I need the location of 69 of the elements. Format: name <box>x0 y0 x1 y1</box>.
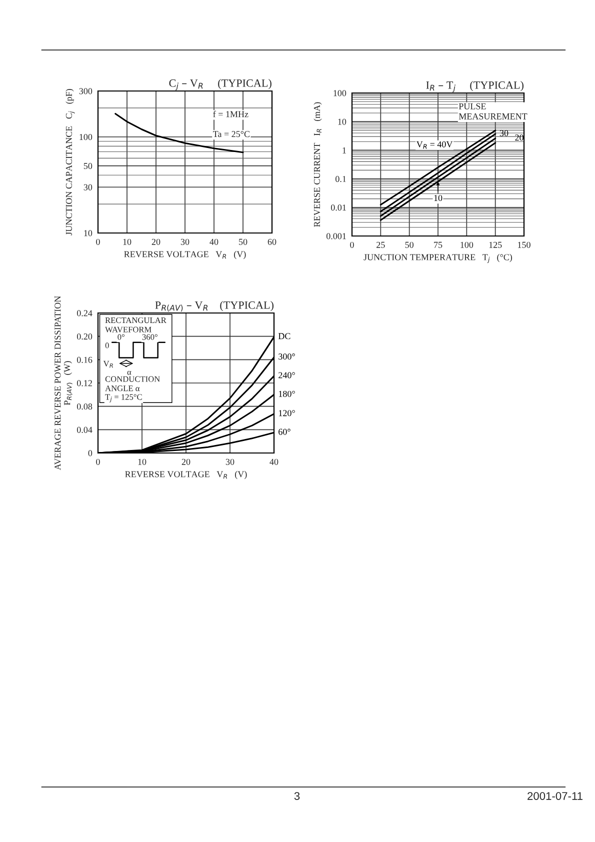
annotation: 0° <box>118 334 124 340</box>
series-label: V$_{R}$ = 40V <box>416 141 453 149</box>
x-tick-label: 100 <box>460 242 474 248</box>
annotation: Ta = 25°C <box>213 131 250 138</box>
annotation: 0 <box>105 342 109 348</box>
series-label: DC <box>278 333 290 340</box>
series-label: 300° <box>278 354 295 360</box>
annotation: 360° <box>142 334 158 340</box>
text: REVERSE CURRENT I$_{R}$ (mA) <box>314 102 322 227</box>
text: 2001-07-11 <box>528 792 582 800</box>
annotation: PULSE MEASUREMENT <box>458 103 528 120</box>
x-tick-label: 50 <box>405 242 414 248</box>
x-tick-label: 40 <box>270 458 278 465</box>
text: REVERSE VOLTAGE V$_{R}$ (V) <box>124 250 246 260</box>
x-tick-label: 125 <box>489 242 502 248</box>
y-tick-label: 0.1 <box>336 176 346 182</box>
text: REVERSE VOLTAGE V$_{R}$ (V) <box>125 470 247 480</box>
x-tick-label: 0 <box>96 458 100 465</box>
annotation: CONDUCTION ANGLE α <box>105 376 160 392</box>
annotation: α <box>127 370 132 375</box>
y-tick-label: 30 <box>84 184 92 190</box>
legend-label: 10 <box>434 194 442 202</box>
x-tick-label: 20 <box>182 458 190 465</box>
chart-title: P$_{R(AV)}$ – V$_{R}$ (TYPICAL) <box>155 301 274 312</box>
x-tick-label: 25 <box>376 242 385 248</box>
y-tick-label: 0.20 <box>76 333 92 340</box>
y-tick-label: 100 <box>80 134 92 140</box>
y-tick-label: 10 <box>338 118 346 125</box>
y-tick-label: 1 <box>342 147 346 154</box>
y-tick-label: 0.04 <box>76 426 92 433</box>
y-axis-title: JUNCTION CAPACITANCE C$_{j}$ (pF) <box>66 89 75 236</box>
y-tick-label: 0.16 <box>76 356 92 363</box>
y-tick-label: 100 <box>334 90 346 96</box>
x-tick-label: 30 <box>226 458 234 465</box>
series-label: 30 <box>500 130 508 136</box>
y-tick-label: 0 <box>88 450 92 456</box>
annotation: f = 1MHz <box>213 110 248 118</box>
y-tick-label: 10 <box>84 230 92 236</box>
y-tick-label: 50 <box>84 162 92 170</box>
text: 20 <box>515 134 524 141</box>
x-tick-label: 10 <box>123 238 132 245</box>
series-label: 60° <box>278 428 290 435</box>
y-tick-label: 0.08 <box>76 403 92 410</box>
x-tick-label: 60 <box>268 238 276 245</box>
chart-title: I$_{R}$ – T$_{j}$ (TYPICAL) <box>426 81 524 92</box>
series-label: 120° <box>278 410 295 416</box>
text: AVERAGE REVERSE POWER DISSIPATION P$_{R(AV)}$ (W) <box>54 296 72 470</box>
x-tick-label: 10 <box>138 458 146 465</box>
x-tick-label: 150 <box>518 242 530 248</box>
x-tick-label: 40 <box>210 238 218 245</box>
x-tick-label: 0 <box>96 238 100 245</box>
x-tick-label: 30 <box>180 238 190 245</box>
y-tick-label: 0.24 <box>76 310 92 316</box>
y-tick-label: 300 <box>79 88 92 94</box>
y-tick-label: 0.001 <box>326 233 346 240</box>
y-tick-label: 0.01 <box>330 204 346 211</box>
x-tick-label: 0 <box>350 242 354 248</box>
series-label: 180° <box>278 390 295 397</box>
annotation: T$_{j}$ = 125°C <box>105 394 142 402</box>
x-tick-label: 50 <box>239 238 248 245</box>
chart-title: C$_{j}$ – V$_{R}$ (TYPICAL) <box>169 79 272 90</box>
x-tick-label: 75 <box>434 242 442 248</box>
series-label: 240° <box>278 372 295 378</box>
x-axis-title: JUNCTION TEMPERATURE T$_{j}$ (°C) <box>364 254 512 263</box>
annotation: V$_{R}$ <box>103 360 113 368</box>
x-tick-label: 20 <box>152 238 160 245</box>
annotation: RECTANGULAR WAVEFORM <box>105 317 166 332</box>
y-tick-label: 0.12 <box>76 380 92 386</box>
text: 3 <box>294 792 300 800</box>
